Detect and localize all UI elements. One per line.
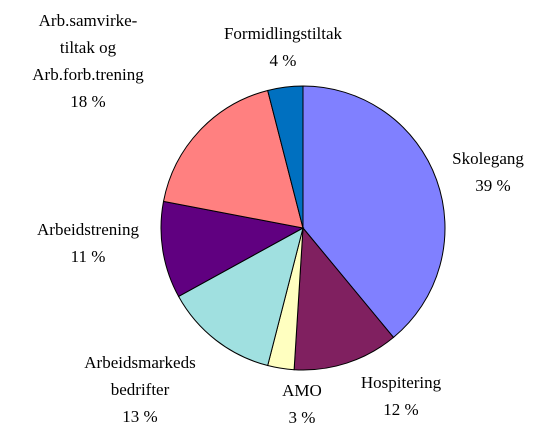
pie-slice	[293, 226, 395, 371]
slice-value: 13 %	[122, 407, 157, 425]
slice-label: Arbeidstrening	[37, 220, 139, 239]
slice-label: Arbeidsmarkeds	[84, 353, 195, 372]
slice-value: 11 %	[71, 247, 106, 266]
slice-value: 4 %	[270, 51, 297, 70]
slice-label: Hospitering	[361, 373, 442, 392]
slice-label: Arb.samvirke-	[39, 11, 138, 30]
slice-label: Formidlingstiltak	[224, 24, 343, 43]
slice-label: bedrifter	[111, 380, 170, 399]
slice-label: AMO	[282, 381, 322, 400]
slice-value: 12 %	[383, 400, 418, 419]
pie-slice	[160, 200, 305, 298]
pie-slice	[267, 85, 304, 229]
slice-value: 3 %	[289, 408, 316, 425]
slice-label: Arb.forb.trening	[32, 65, 144, 84]
slice-value: 18 %	[70, 92, 105, 111]
slice-value: 39 %	[475, 176, 510, 195]
pie-slice	[302, 85, 446, 339]
slice-label: tiltak og	[60, 38, 117, 57]
pie-slice	[162, 89, 304, 229]
pie-slice	[177, 227, 304, 367]
slice-label: Skolegang	[452, 149, 524, 168]
